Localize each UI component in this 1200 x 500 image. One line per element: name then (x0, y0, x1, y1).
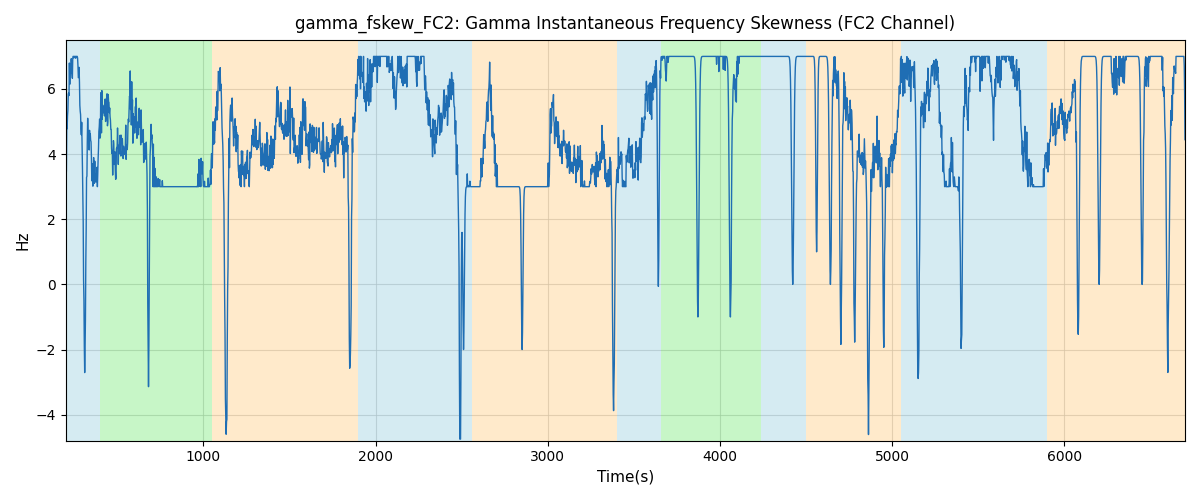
Bar (761, 40, 806, 440)
Bar (901, 40, 1048, 440)
Bar (1048, 40, 1186, 440)
Y-axis label: Hz: Hz (16, 230, 30, 250)
Bar (644, 40, 661, 440)
Bar (617, 40, 644, 440)
Bar (661, 40, 761, 440)
Bar (472, 40, 617, 440)
Bar (212, 40, 359, 440)
Bar (66, 40, 100, 440)
X-axis label: Time(s): Time(s) (596, 470, 654, 485)
Bar (806, 40, 901, 440)
Title: gamma_fskew_FC2: Gamma Instantaneous Frequency Skewness (FC2 Channel): gamma_fskew_FC2: Gamma Instantaneous Fre… (295, 15, 955, 34)
Bar (100, 40, 212, 440)
Bar (359, 40, 472, 440)
